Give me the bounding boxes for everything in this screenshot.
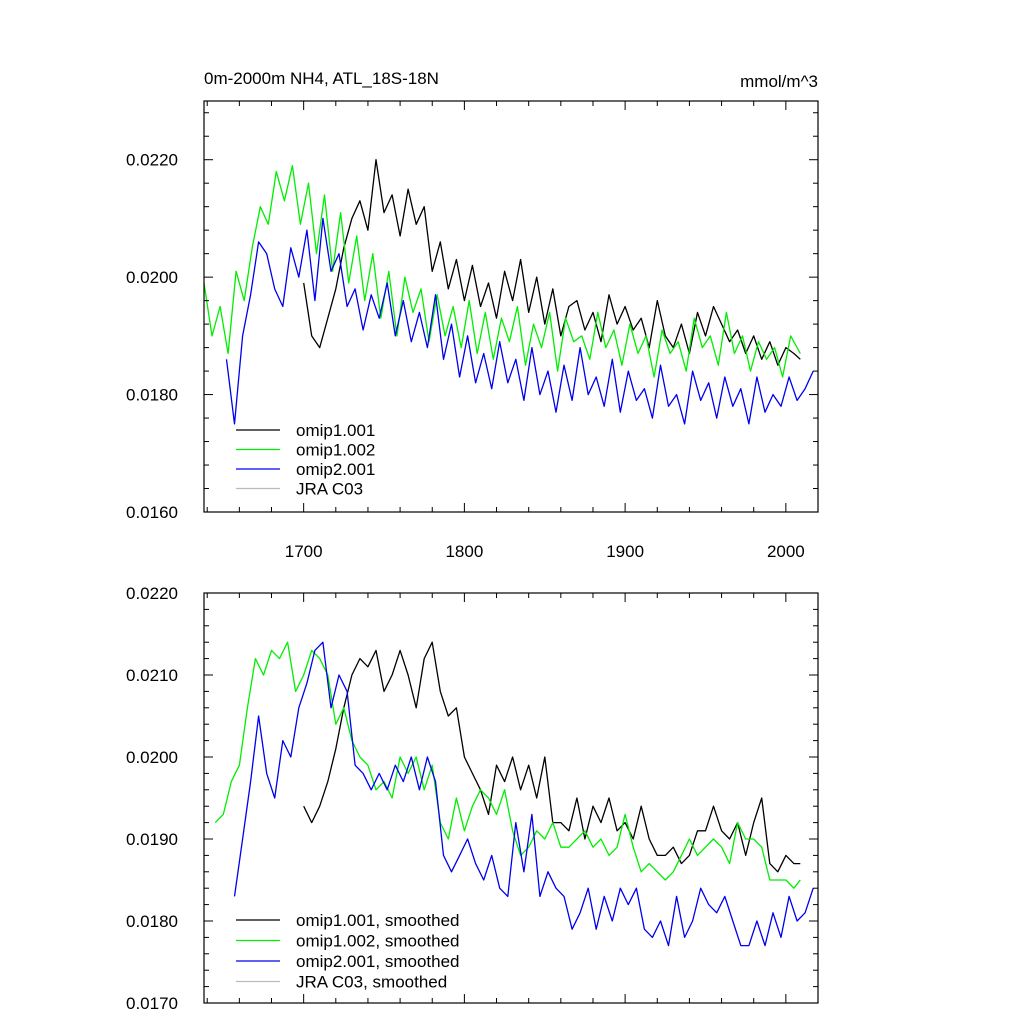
legend-label: omip1.001, smoothed (296, 911, 460, 930)
bottom-panel-frame (203, 592, 819, 1004)
series-line-omip1-002 (203, 164, 801, 378)
y-tick-label: 0.0180 (126, 912, 178, 931)
top-panel: 0m-2000m NH4, ATL_18S-18N mmol/m^3 0.016… (126, 69, 819, 561)
top-panel-units: mmol/m^3 (740, 72, 818, 91)
x-tick-label: 1700 (285, 542, 323, 561)
y-tick-label: 0.0160 (126, 503, 178, 522)
bottom-panel-legend: omip1.001, smoothed omip1.002, smoothedom… (236, 911, 460, 992)
legend-label: omip1.002, smoothed (296, 932, 460, 951)
x-tick-label: 1900 (606, 542, 644, 561)
legend-label: JRA C03 (296, 480, 363, 499)
legend-label: omip2.001, smoothed (296, 952, 460, 971)
x-tick-label: 1800 (445, 542, 483, 561)
series-line-omip1-001-smoothed (303, 641, 801, 873)
series-line-omip1-001 (303, 159, 801, 366)
y-tick-label: 0.0220 (126, 151, 178, 170)
x-tick-label: 2000 (767, 542, 805, 561)
top-panel-title: 0m-2000m NH4, ATL_18S-18N (204, 69, 439, 88)
legend-label: omip2.001 (296, 460, 375, 479)
y-tick-label: 0.0190 (126, 830, 178, 849)
legend-label: JRA C03, smoothed (296, 973, 447, 992)
series-line-omip2-001 (225, 217, 814, 425)
legend-label: omip1.002 (296, 441, 375, 460)
y-tick-label: 0.0220 (126, 584, 178, 603)
series-line-omip1-002-smoothed (214, 641, 801, 889)
legend-label: omip1.001 (296, 421, 375, 440)
y-tick-label: 0.0170 (126, 994, 178, 1013)
y-tick-label: 0.0180 (126, 386, 178, 405)
bottom-panel: 0.0170 0.0180 0.0190 0.0200 0.0210 0.0220 omi… (126, 584, 819, 1013)
y-tick-label: 0.0200 (126, 748, 178, 767)
series-line-omip2-001-smoothed (233, 641, 814, 947)
top-panel-frame (203, 100, 819, 513)
y-tick-label: 0.0210 (126, 666, 178, 685)
y-tick-label: 0.0200 (126, 268, 178, 287)
